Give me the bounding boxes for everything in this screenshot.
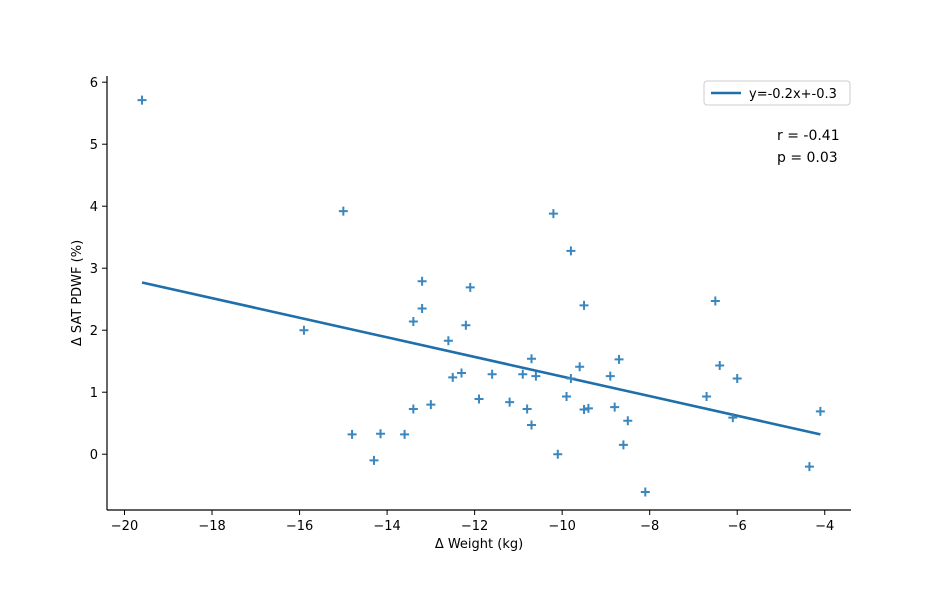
data-point [610, 402, 620, 412]
data-point [566, 246, 576, 256]
data-point [338, 206, 348, 216]
data-point [400, 429, 410, 439]
data-point [579, 300, 589, 310]
data-point [376, 429, 386, 439]
p-value-text: p = 0.03 [777, 150, 838, 166]
data-point [426, 400, 436, 410]
legend: y=-0.2x+-0.3 [703, 80, 851, 106]
y-axis-title: Δ SAT PDWF (%) [70, 240, 85, 346]
data-point [417, 276, 427, 286]
data-point [623, 416, 633, 426]
data-point [618, 440, 628, 450]
data-point [456, 368, 466, 378]
x-tick-label: −10 [548, 519, 575, 534]
axes [106, 76, 851, 511]
data-point [443, 336, 453, 346]
data-point [732, 374, 742, 384]
data-point [408, 404, 418, 414]
data-point [815, 406, 825, 416]
data-point [566, 374, 576, 384]
x-tick-label: −12 [461, 519, 488, 534]
data-point [804, 462, 814, 472]
x-tick-label: −4 [815, 519, 834, 534]
data-point [461, 320, 471, 330]
data-point [715, 361, 725, 371]
data-point [137, 95, 147, 105]
data-point [579, 405, 589, 415]
data-point [347, 429, 357, 439]
data-point [408, 317, 418, 327]
x-tick-label: −14 [373, 519, 400, 534]
data-point [575, 362, 585, 372]
data-point [583, 403, 593, 413]
y-tick-label: 2 [90, 324, 98, 339]
x-tick-label: −16 [286, 519, 313, 534]
data-point [299, 325, 309, 335]
data-point [702, 392, 712, 402]
y-tick-label: 1 [90, 386, 98, 401]
data-point [527, 420, 537, 430]
data-point [417, 304, 427, 313]
correlation-r-text: r = -0.41 [777, 128, 840, 144]
legend-label: y=-0.2x+-0.3 [749, 87, 837, 102]
x-tick-label: −8 [640, 519, 659, 534]
data-point [548, 209, 558, 219]
y-ticks: 0 1 2 3 4 5 6 [90, 76, 107, 463]
y-tick-label: 0 [90, 448, 98, 463]
data-point [562, 392, 572, 402]
data-point [710, 296, 720, 306]
y-tick-label: 3 [90, 262, 98, 277]
data-point [487, 369, 497, 379]
x-tick-label: −20 [111, 519, 138, 534]
regression-line-group [141, 281, 821, 436]
data-point [553, 449, 563, 459]
x-ticks: −20 −18 −16 −14 −12 −10 −8 −6 −4 [111, 510, 834, 534]
legend-box [703, 80, 851, 106]
data-point [518, 369, 528, 379]
data-point [505, 397, 515, 407]
y-tick-label: 5 [90, 138, 98, 153]
data-point [369, 455, 379, 465]
data-point [640, 487, 650, 497]
regression-line [141, 281, 821, 436]
data-points [137, 95, 825, 497]
data-point [527, 354, 537, 364]
data-point [448, 372, 458, 382]
y-tick-label: 6 [90, 76, 98, 91]
y-tick-label: 4 [90, 200, 98, 215]
data-point [531, 371, 541, 381]
x-tick-label: −18 [198, 519, 225, 534]
x-axis-title: Δ Weight (kg) [435, 537, 523, 552]
data-point [465, 282, 475, 292]
data-point [522, 404, 532, 414]
data-point [614, 354, 624, 364]
x-tick-label: −6 [728, 519, 747, 534]
data-point [605, 371, 615, 381]
data-point [728, 413, 738, 423]
data-point [474, 394, 484, 404]
